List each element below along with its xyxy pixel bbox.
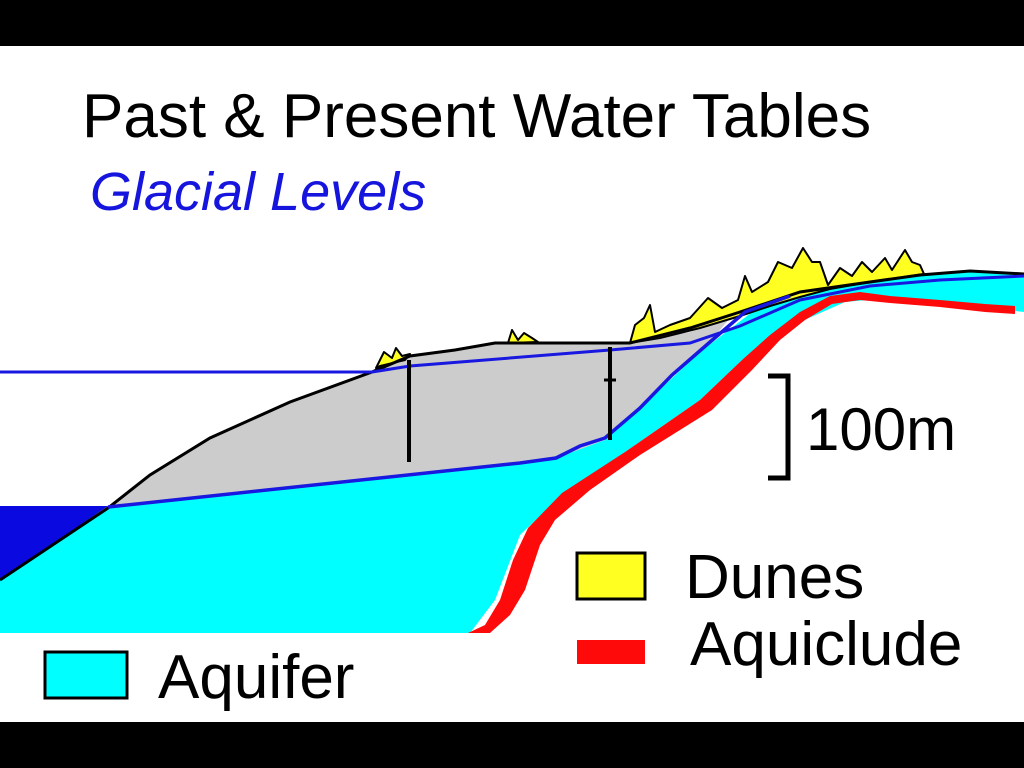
diagram-subtitle: Glacial Levels <box>90 162 426 222</box>
legend-aquiclude-swatch <box>577 640 645 664</box>
scale-bar-label: 100m <box>806 396 956 463</box>
legend-aquifer-swatch <box>43 650 129 700</box>
glacial-water-table <box>107 294 791 509</box>
wells <box>407 347 616 462</box>
diagram-title: Past & Present Water Tables <box>82 82 871 151</box>
scale-bar <box>768 373 791 481</box>
legend-dunes-swatch <box>575 551 647 601</box>
legend-dunes-label: Dunes <box>685 543 864 612</box>
sediment-wedge <box>108 318 730 508</box>
aquifer-body <box>0 272 1024 633</box>
present-water-table <box>0 274 1024 374</box>
legend-aquifer-label: Aquifer <box>158 643 354 712</box>
legend-aquiclude-label: Aquiclude <box>690 610 962 679</box>
ground-surface <box>0 269 1024 582</box>
scale-bracket <box>768 373 791 481</box>
